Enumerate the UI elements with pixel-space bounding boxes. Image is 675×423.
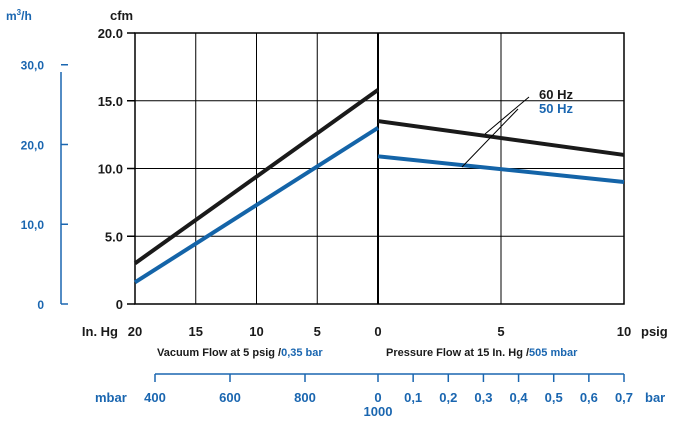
mbar-tick-label: 400 bbox=[144, 390, 166, 405]
bar-tick-label: 0,7 bbox=[615, 390, 633, 405]
series-line-vacuum-0 bbox=[133, 88, 380, 265]
bar-tick-label: 0,3 bbox=[474, 390, 492, 405]
mbar-unit-label: mbar bbox=[95, 390, 127, 405]
y-tick-label: 20.0 bbox=[98, 26, 123, 41]
x-tick-label-vacuum: 5 bbox=[314, 324, 321, 339]
y2-tick-label: 20,0 bbox=[21, 138, 45, 152]
y-tick-label: 0 bbox=[116, 297, 123, 312]
legend-label-60hz: 60 Hz bbox=[539, 87, 573, 102]
bar-tick-label: 0,1 bbox=[404, 390, 422, 405]
bar-unit-label: bar bbox=[645, 390, 665, 405]
bar-tick-label: 0,6 bbox=[580, 390, 598, 405]
pressure-axis-unit: psig bbox=[641, 324, 668, 339]
leader-line-60hz bbox=[484, 96, 530, 135]
x-tick-label-vacuum: 15 bbox=[189, 324, 203, 339]
bar-tick-label: 0,4 bbox=[510, 390, 529, 405]
y-tick-labels: 20.0 15.0 10.0 5.0 0 bbox=[98, 26, 135, 312]
series-lines bbox=[133, 88, 625, 285]
y-tick-label: 15.0 bbox=[98, 94, 123, 109]
vacuum-axis-unit: In. Hg bbox=[82, 324, 118, 339]
bar-tick-label: 0,2 bbox=[439, 390, 457, 405]
leader-line-50hz bbox=[461, 108, 519, 168]
x-tick-label-pressure: 5 bbox=[497, 324, 504, 339]
x-tick-label-pressure: 0 bbox=[374, 324, 381, 339]
x-tick-label-vacuum: 20 bbox=[128, 324, 142, 339]
y-axis-unit-cfm: cfm bbox=[110, 8, 133, 23]
y2-tick-label: 10,0 bbox=[21, 218, 45, 232]
x-tick-labels: 20 15 10 5 0 5 10 bbox=[128, 324, 631, 339]
y2-axis-unit: m3/h bbox=[6, 8, 32, 23]
bar-tick-label: 0 bbox=[374, 390, 381, 405]
series-line-vacuum-1 bbox=[133, 126, 380, 285]
y-tick-label: 10.0 bbox=[98, 162, 123, 177]
bar-tick-label: 0,5 bbox=[545, 390, 563, 405]
grid-lines bbox=[135, 33, 624, 304]
x-tick-label-vacuum: 10 bbox=[249, 324, 263, 339]
mbar-tick-label: 600 bbox=[219, 390, 241, 405]
x-tick-label-pressure: 10 bbox=[617, 324, 631, 339]
series-line-pressure-1 bbox=[377, 154, 625, 185]
mbar-tick-label: 800 bbox=[294, 390, 316, 405]
series-line-pressure-0 bbox=[377, 119, 625, 157]
y2-tick-labels: 30,0 20,0 10,0 0 bbox=[21, 59, 68, 312]
pressure-axis-title: Pressure Flow at 15 In. Hg /505 mbar bbox=[386, 347, 578, 359]
vacuum-axis-title: Vacuum Flow at 5 psig /0,35 bar bbox=[157, 347, 323, 359]
y-tick-label: 5.0 bbox=[105, 229, 123, 244]
mbar-tick-label: 1000 bbox=[364, 404, 393, 419]
y2-tick-label: 30,0 bbox=[21, 59, 45, 73]
legend-label-50hz: 50 Hz bbox=[539, 101, 573, 116]
y2-tick-label: 0 bbox=[37, 298, 44, 312]
